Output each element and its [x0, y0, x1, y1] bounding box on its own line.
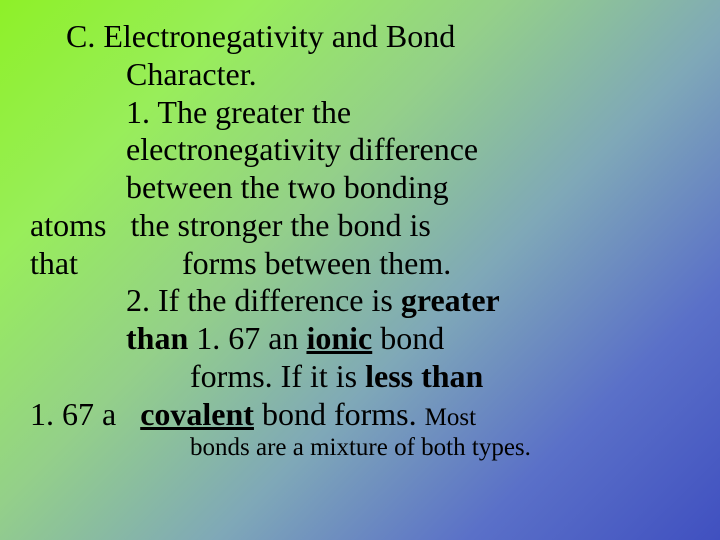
slide-content: C. Electronegativity and Bond Character.…	[30, 18, 690, 463]
point2-line3a: forms. If it is	[190, 358, 365, 394]
point1-line3: between the two bonding	[126, 169, 690, 207]
point2-line4c: bond forms.	[254, 396, 425, 432]
point1-line5a: that	[30, 245, 78, 281]
point1-line1: 1. The greater the	[126, 94, 690, 132]
point1-line2: electronegativity difference	[126, 131, 690, 169]
point2-line4b: covalent	[140, 396, 254, 432]
point2-note1: Most	[425, 404, 476, 431]
point2-line3: forms. If it is less than	[190, 358, 690, 396]
point2-line2: than 1. 67 an ionic bond	[126, 320, 690, 358]
point1-line5b: forms between them.	[182, 245, 451, 281]
point1-line4b: the stronger the bond is	[130, 207, 430, 243]
point2-line2a: than	[126, 320, 188, 356]
point2-line4: 1. 67 a covalent bond forms. Most	[30, 396, 690, 434]
point2-line1a: 2. If the difference is	[126, 282, 401, 318]
point1-line4: atoms the stronger the bond is	[30, 207, 690, 245]
point2-line2b: 1. 67 an	[188, 320, 306, 356]
point2-line1b: greater	[401, 282, 500, 318]
point2-line2d: bond	[372, 320, 444, 356]
point2-note-line2: bonds are a mixture of both types.	[190, 433, 690, 463]
point2-line3b: less than	[365, 358, 483, 394]
point1-line5: that forms between them.	[30, 245, 690, 283]
point2-line2c: ionic	[306, 320, 372, 356]
section-heading-line2: Character.	[126, 56, 690, 94]
section-heading-line1: C. Electronegativity and Bond	[66, 18, 690, 56]
point2-line1: 2. If the difference is greater	[126, 282, 690, 320]
point1-line4a: atoms	[30, 207, 106, 243]
point2-line4a: 1. 67 a	[30, 396, 116, 432]
